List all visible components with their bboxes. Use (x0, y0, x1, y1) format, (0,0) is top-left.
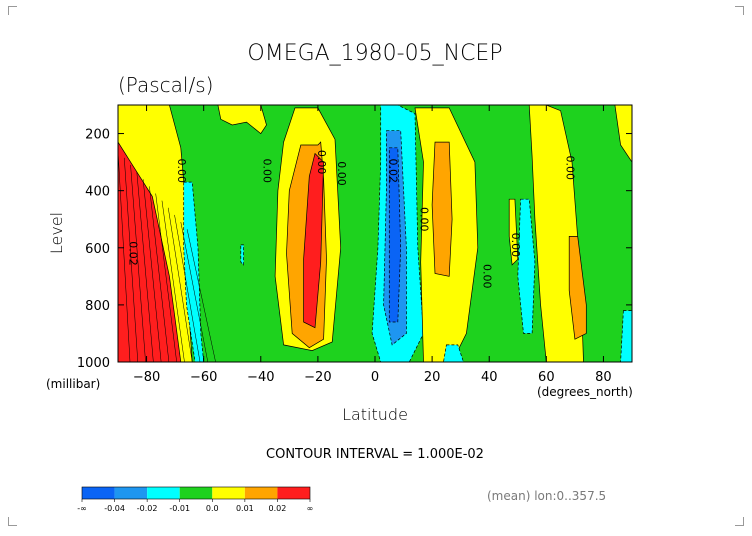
contour-label-7: 0.00 (509, 233, 522, 258)
y-axis-label: Level (47, 212, 66, 254)
contour-region-18 (614, 105, 632, 163)
contour-region-14 (431, 141, 453, 277)
colorbar-label-2: -0.02 (137, 504, 158, 513)
colorbar-frame (81, 486, 311, 500)
y-tick-label-2: 600 (85, 242, 110, 257)
y-tick-label-0: 200 (85, 128, 110, 143)
contour-region-5 (217, 105, 267, 135)
colorbar-swatch-2 (147, 487, 180, 499)
y-tick-label-1: 400 (85, 185, 110, 200)
x-tick-label-6: 40 (481, 370, 498, 385)
x-tick-label-4: 0 (371, 370, 379, 385)
x-tick-label-8: 80 (595, 370, 612, 385)
colorbar-swatch-1 (114, 487, 148, 499)
crop-mark-bottom-left (8, 517, 17, 526)
contour-label-3: 0.00 (335, 161, 348, 186)
contour-label-1: 0.00 (261, 158, 274, 183)
crop-mark-top-right (735, 6, 744, 15)
contour-region-4 (118, 105, 193, 362)
plot-area: 0.00 0.00 0.00 0.00 0.02 0.00 0.00 0.00 0.00 0.02… (77, 104, 633, 385)
y-axis-unit: (millibar) (46, 377, 100, 391)
x-tick-label-5: 20 (424, 370, 441, 385)
colorbar-label-7: ∞ (307, 504, 314, 513)
contour-label-8: 0.00 (563, 156, 576, 181)
contour-region-15 (443, 344, 464, 362)
colorbar-swatch-3 (179, 487, 213, 499)
colorbar-swatch-0 (82, 487, 115, 499)
x-tick-label-0: −80 (133, 370, 160, 385)
colorbar-label-0: -∞ (77, 504, 87, 513)
x-axis-unit: (degrees_north) (537, 385, 633, 399)
contour-region-19 (517, 198, 536, 334)
contour-region-22 (240, 244, 244, 266)
crop-mark-bottom-right (735, 517, 744, 526)
colorbar-swatch-4 (212, 487, 245, 499)
contour-label-0: 0.00 (175, 158, 188, 183)
contour-region-17 (568, 236, 587, 340)
contour-region-8 (303, 152, 324, 329)
contour-region-9 (183, 181, 205, 362)
contour-label-6: 0.00 (481, 264, 494, 289)
x-tick-label-1: −60 (190, 370, 217, 385)
colorbar-label-6: 0.02 (269, 504, 287, 513)
colorbar-label-3: -0.01 (169, 504, 190, 513)
y-tick-label-4: 1000 (77, 356, 110, 371)
contour-region-20 (620, 310, 632, 362)
colorbar-label-4: 0.0 (206, 504, 219, 513)
x-tick-label-2: −40 (247, 370, 274, 385)
contour-label-2: 0.00 (315, 150, 328, 175)
chart-subtitle: (Pascal/s) (118, 73, 213, 97)
contour-region-21 (508, 198, 519, 266)
contour-interval-label: CONTOUR INTERVAL = 1.000E-02 (266, 447, 484, 462)
dense-contours (118, 150, 216, 362)
colorbar: -∞ -0.04 -0.02 -0.01 0.0 0.01 0.02 ∞ (77, 486, 314, 513)
crop-mark-top-left (8, 6, 17, 15)
x-tick-label-3: −20 (304, 370, 331, 385)
y-tick-label-3: 800 (85, 299, 110, 314)
contour-region-12 (388, 147, 402, 323)
colorbar-swatch-5 (244, 487, 278, 499)
colorbar-label-1: -0.04 (104, 504, 125, 513)
x-tick-label-7: 60 (538, 370, 555, 385)
contour-label-9: 0.02 (126, 241, 139, 266)
contour-label-5: 0.00 (418, 207, 431, 232)
x-axis-label: Latitude (342, 405, 408, 424)
chart-title: OMEGA_1980-05_NCEP (247, 41, 502, 66)
colorbar-label-5: 0.01 (236, 504, 254, 513)
contour-label-4: 0.02 (386, 158, 399, 183)
colorbar-swatch-6 (277, 487, 310, 499)
footnote: (mean) lon:0..357.5 (487, 489, 606, 503)
